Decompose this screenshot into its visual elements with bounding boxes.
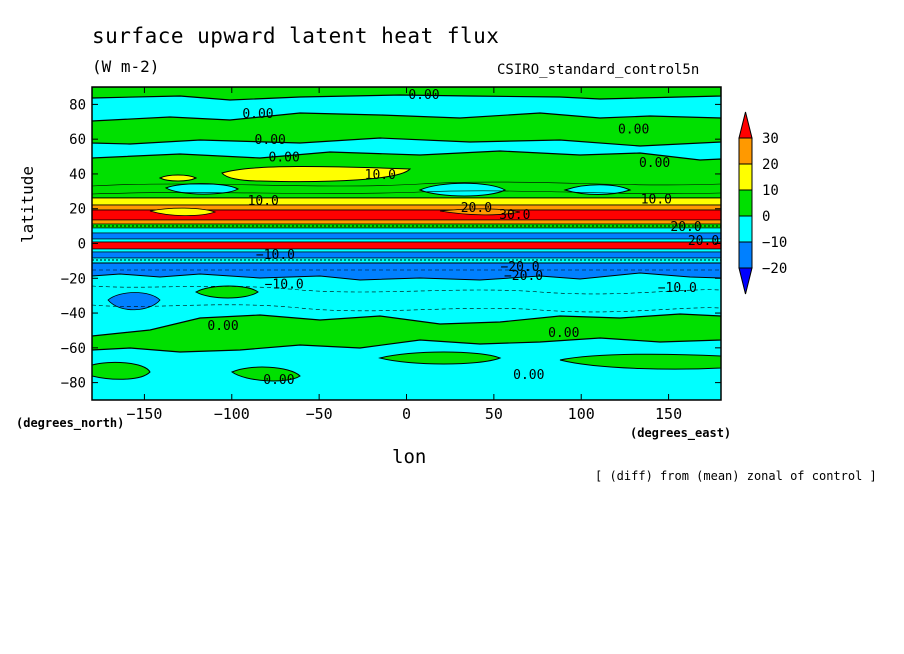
contour-band-cyan	[92, 248, 721, 253]
contour-line	[92, 285, 721, 295]
colorbar-label: −10	[762, 235, 787, 251]
contour-band-orange	[92, 219, 721, 225]
contour-band-cyan	[92, 257, 721, 264]
contour-label: 0.00	[263, 373, 294, 388]
footnote: [ (diff) from (mean) zonal of control ]	[595, 469, 877, 483]
y-tick-label: −60	[61, 341, 86, 357]
y-tick-label: −20	[61, 271, 86, 287]
x-tick-label: 100	[568, 405, 595, 423]
contour-label: 0.00	[408, 88, 439, 103]
contour-label: 0.00	[242, 107, 273, 122]
colorbar-swatch	[738, 137, 753, 165]
contour-fill-green-patch	[378, 351, 502, 365]
contour-label: −20.0	[500, 260, 539, 275]
contour-label: 0.00	[639, 156, 670, 171]
y-axis: −80 −60 −40 −20 0 20 40 60 80	[61, 97, 721, 392]
contour-line	[92, 190, 721, 195]
x-axis-units: (degrees_east)	[630, 426, 732, 440]
contour-label: 10.0	[641, 192, 672, 207]
contour-fill-orange-patch	[439, 208, 521, 216]
contour-label: −10.0	[265, 277, 304, 292]
contour-band-cyan	[92, 227, 721, 234]
contour-labels: 0.00 0.00 0.00 0.00 0.00 0.00 10.0 10.0 10.0 20.0…	[207, 88, 719, 388]
contour-label: 20.0	[670, 220, 701, 235]
contour-label: 0.00	[255, 133, 286, 148]
contour-fill-green-patch	[230, 366, 301, 382]
dataset-name: CSIRO_standard_control5n	[497, 62, 700, 78]
x-axis: −150 −100 −50 0 50 100 150	[126, 87, 682, 423]
colorbar-swatch	[738, 215, 753, 243]
x-tick-label: 0	[402, 405, 411, 423]
colorbar-label: 10	[762, 183, 779, 199]
colorbar-swatch	[738, 189, 753, 217]
contour-fill-yellow	[221, 165, 412, 183]
contour-band-red-equator	[92, 241, 721, 250]
colorbar-swatch	[738, 163, 753, 191]
y-tick-label: −40	[61, 306, 86, 322]
contour-band-yellow	[92, 197, 721, 206]
contour-fill-green-patch	[559, 353, 721, 370]
contour-fill-blue-south	[92, 262, 721, 281]
contour-fill-green-patch	[92, 361, 151, 380]
contour-fill-green-north	[92, 87, 721, 101]
colorbar: 30 20 10 0 −10 −20	[738, 111, 787, 295]
contour-fill-cyan-hole	[563, 184, 632, 195]
y-tick-label: 20	[69, 202, 86, 218]
y-axis-units: (degrees_north)	[16, 416, 125, 430]
contour-label: 0.00	[269, 151, 300, 166]
contour-label: −10.0	[256, 248, 295, 263]
contour-label: −20.0	[504, 269, 543, 284]
contour-label: 0.00	[207, 319, 238, 334]
chart-title: surface upward latent heat flux	[92, 24, 500, 48]
x-tick-label: −150	[126, 405, 162, 423]
y-tick-label: 80	[69, 97, 86, 113]
x-tick-label: −100	[214, 405, 250, 423]
contour-line	[92, 304, 721, 313]
colorbar-label: 0	[762, 209, 770, 225]
colorbar-swatch	[738, 267, 753, 295]
contour-band-cyan	[92, 238, 721, 243]
contour-fill-green-north	[92, 112, 721, 147]
contour-label: 30.0	[499, 208, 530, 223]
x-tick-label: 150	[655, 405, 682, 423]
contour-label: 10.0	[365, 168, 396, 183]
contour-band-green	[92, 223, 721, 229]
contour-label: 20.0	[688, 234, 719, 249]
y-tick-label: 0	[78, 237, 86, 253]
contour-band-blue	[92, 251, 721, 259]
contour-label: 0.00	[618, 123, 649, 138]
x-tick-label: 50	[485, 405, 503, 423]
plot-area	[92, 87, 721, 400]
contour-fill-yellow-patch	[149, 207, 217, 217]
contour-label: 0.00	[548, 326, 579, 341]
colorbar-label: 30	[762, 131, 779, 147]
contour-label: 20.0	[461, 201, 492, 216]
colorbar-label: −20	[762, 261, 787, 277]
contour-fill-green-patch	[194, 285, 259, 299]
contour-line	[92, 181, 721, 187]
y-tick-label: −80	[61, 376, 86, 392]
contour-label: 10.0	[248, 194, 279, 209]
x-tick-label: −50	[306, 405, 333, 423]
chart-units: (W m-2)	[92, 57, 160, 76]
y-tick-label: 60	[69, 132, 86, 148]
contour-fill-blue-patch	[107, 292, 161, 311]
y-tick-label: 40	[69, 167, 86, 183]
x-axis-label: lon	[392, 446, 427, 468]
colorbar-swatch	[738, 111, 753, 139]
contour-label: 0.00	[513, 368, 544, 383]
colorbar-swatch	[738, 241, 753, 269]
contour-fill-green-north	[92, 150, 721, 199]
contour-fill-yellow	[158, 174, 198, 182]
contour-band-blue	[92, 232, 721, 240]
contour-label: −10.0	[658, 281, 697, 296]
contour-fill-green-south	[92, 313, 721, 353]
contour-fill-cyan-hole	[418, 182, 507, 197]
colorbar-label: 20	[762, 157, 779, 173]
